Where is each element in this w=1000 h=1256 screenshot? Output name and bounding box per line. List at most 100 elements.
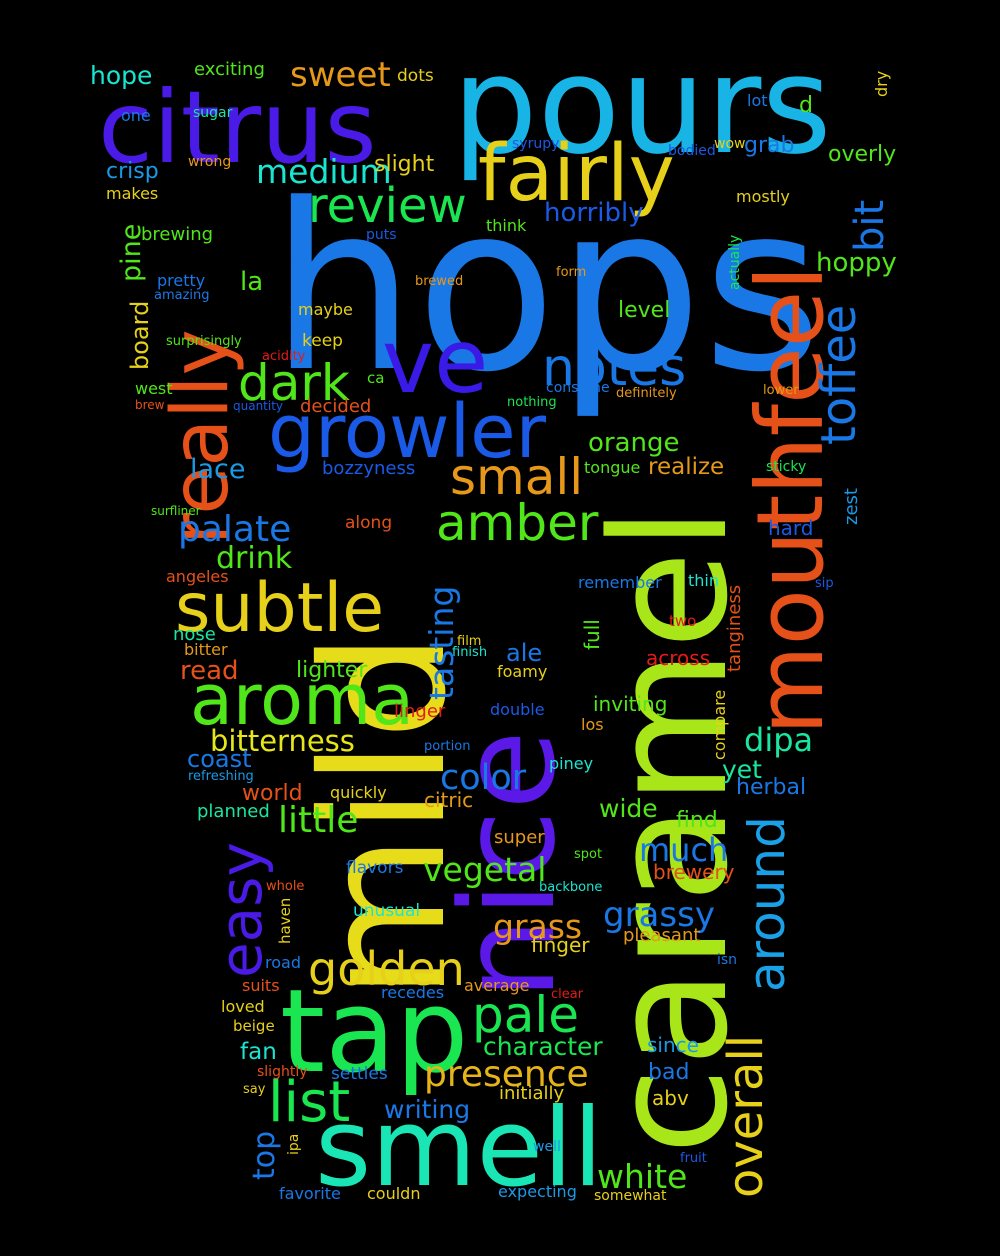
word-lighter: lighter — [296, 658, 368, 683]
word-ca: ca — [367, 369, 385, 387]
word-brew: brew — [135, 398, 165, 412]
word-tongue: tongue — [584, 458, 641, 477]
word-backbone: backbone — [539, 880, 603, 895]
word-foamy: foamy — [497, 662, 548, 681]
word-grab: grab — [744, 133, 795, 158]
word-west: west — [135, 379, 173, 398]
word-thin: thin — [688, 571, 719, 590]
word-ve: ve — [382, 310, 489, 413]
word-grass: grass — [493, 907, 583, 946]
word-expecting: expecting — [498, 1182, 577, 1201]
word-dark: dark — [238, 354, 350, 412]
word-citric: citric — [424, 788, 474, 812]
word-drink: drink — [216, 541, 293, 576]
word-citrus: citrus — [98, 69, 377, 186]
word-find: find — [676, 808, 718, 833]
word-horribly: horribly — [544, 198, 644, 228]
word-hops: hops — [270, 156, 823, 423]
word-easy: easy — [207, 842, 275, 978]
word-bozzyness: bozzyness — [322, 458, 416, 479]
word-favorite: favorite — [279, 1184, 341, 1203]
word-herbal: herbal — [736, 775, 807, 800]
word-unusual: unusual — [353, 901, 421, 921]
word-much: much — [639, 831, 729, 869]
word-super: super — [494, 827, 545, 848]
word-tanginess: tanginess — [724, 584, 745, 672]
word-d: d — [799, 93, 813, 118]
word-overly: overly — [828, 142, 897, 167]
word-mostly: mostly — [736, 187, 790, 206]
word-fruit: fruit — [680, 1151, 707, 1166]
word-bit: bit — [847, 199, 893, 252]
word-fan: fan — [240, 1039, 277, 1065]
word-la: la — [240, 267, 264, 297]
word-form: form — [556, 265, 587, 280]
word-recedes: recedes — [381, 983, 445, 1002]
word-road: road — [265, 953, 301, 972]
word-piney: piney — [549, 754, 594, 773]
word-since: since — [647, 1033, 699, 1057]
word-one: one — [121, 106, 151, 125]
word-two: two — [669, 612, 697, 630]
word-wow: wow — [714, 136, 746, 152]
word-aroma: aroma — [190, 659, 415, 741]
word-beige: beige — [233, 1017, 275, 1035]
word-haven: haven — [276, 897, 294, 944]
word-tasting: tasting — [422, 585, 461, 700]
word-medium: medium — [256, 152, 392, 191]
word-along: along — [345, 513, 393, 533]
word-white: white — [597, 1157, 688, 1196]
word-lace: lace — [190, 454, 246, 485]
word-say: say — [243, 1082, 266, 1097]
word-across: across — [646, 646, 711, 670]
word-finger: finger — [531, 933, 590, 957]
word-tap: tap — [280, 965, 469, 1099]
word-review: review — [308, 178, 467, 234]
word-angeles: angeles — [166, 567, 229, 586]
word-slight: slight — [374, 152, 435, 177]
word-bodied: bodied — [668, 143, 716, 159]
word-color: color — [440, 758, 527, 798]
word-loved: loved — [221, 997, 265, 1016]
word-small: small — [450, 448, 584, 506]
word-los: los — [581, 715, 604, 734]
word-surfliner: surfliner — [151, 504, 201, 518]
word-dry: dry — [872, 70, 891, 97]
word-read: read — [180, 656, 239, 686]
word-ale: ale — [506, 639, 543, 667]
word-yet: yet — [722, 755, 762, 784]
word-notes: notes — [542, 338, 687, 398]
word-brewery: brewery — [653, 860, 735, 884]
word-little: little — [278, 800, 359, 841]
word-suits: suits — [242, 976, 280, 995]
word-abv: abv — [652, 1086, 689, 1110]
word-remember: remember — [578, 573, 662, 592]
word-well: well — [533, 1139, 561, 1155]
word-list: list — [268, 1070, 351, 1135]
word-character: character — [483, 1032, 603, 1061]
word-bad: bad — [648, 1060, 690, 1085]
word-world: world — [242, 781, 303, 806]
word-vegetal: vegetal — [423, 850, 547, 889]
word-orange: orange — [588, 428, 680, 458]
word-quickly: quickly — [330, 783, 387, 802]
word-around: around — [738, 816, 796, 992]
word-maybe: maybe — [298, 300, 353, 319]
word-hard: hard — [768, 516, 814, 540]
word-brewed: brewed — [415, 274, 464, 289]
word-refreshing: refreshing — [188, 769, 254, 784]
word-overall: overall — [718, 1034, 774, 1198]
word-flavors: flavors — [346, 858, 404, 878]
word-quantity: quantity — [233, 399, 284, 413]
word-film: film — [457, 634, 482, 649]
word-actually: actually — [727, 234, 743, 290]
word-wide: wide — [599, 794, 658, 823]
word-presence: presence — [424, 1054, 589, 1095]
word-top: top — [247, 1130, 282, 1180]
word-toffee: toffee — [811, 304, 867, 445]
word-compare: compare — [710, 689, 729, 760]
word-acidity: acidity — [262, 349, 306, 364]
word-pours: pours — [452, 27, 832, 184]
word-crisp: crisp — [106, 159, 159, 184]
word-puts: puts — [366, 227, 397, 243]
